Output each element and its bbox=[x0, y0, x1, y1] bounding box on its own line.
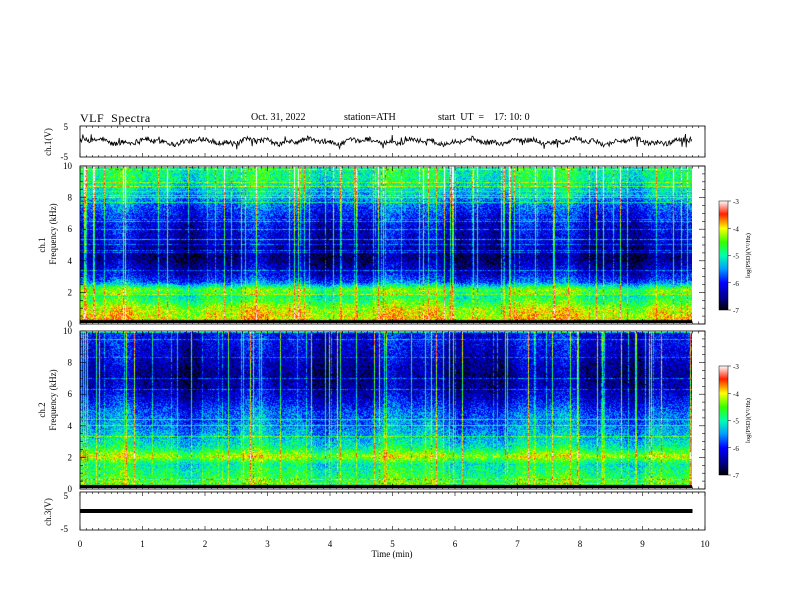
colorbar-tick-label: -5 bbox=[733, 253, 739, 261]
ch1-ytick-top: 5 bbox=[64, 122, 69, 132]
time-tick-label: 1 bbox=[140, 539, 145, 549]
ch3-waveform-panel: 5 -5 ch.3(V) bbox=[43, 491, 706, 534]
ch1-colorbar: -3 -4 -5 -6 -7 log(PSD)(V²/Hz) bbox=[718, 198, 752, 315]
ch2-frequency-ylabel: Frequency (kHz) bbox=[48, 369, 58, 430]
colorbar-tick-label: -4 bbox=[733, 225, 739, 233]
time-tick-label: 10 bbox=[701, 539, 711, 549]
time-tick-label: 5 bbox=[390, 539, 395, 549]
start-time-label: start UT = 17: 10: 0 bbox=[438, 112, 530, 123]
colorbar-tick-label: -4 bbox=[733, 390, 739, 398]
freq-tick-label: 0 bbox=[68, 319, 73, 329]
ch1-waveform-line bbox=[79, 133, 693, 151]
freq-tick-label: 4 bbox=[68, 256, 73, 266]
colorbar-tick-label: -7 bbox=[733, 307, 739, 315]
time-tick-label: 3 bbox=[265, 539, 270, 549]
colorbar-label: log(PSD)(V²/Hz) bbox=[745, 233, 752, 278]
ch1-channel-label: ch.1 bbox=[37, 237, 47, 252]
freq-tick-label: 8 bbox=[68, 193, 73, 203]
ch1-spectrogram-image bbox=[80, 167, 692, 323]
freq-tick-label: 4 bbox=[68, 421, 73, 431]
ch3-ytick-bottom: -5 bbox=[61, 524, 69, 534]
colorbar-tick-label: -3 bbox=[733, 198, 739, 206]
ch1-spectrogram-axis: 0 2 4 6 8 10 bbox=[63, 161, 706, 329]
ch2-spectrogram-panel: 0 2 4 6 8 10 ch.2 Frequency (kHz) -3 -4 -5 -6 -7 l… bbox=[37, 326, 752, 494]
colorbar-tick-label: -7 bbox=[733, 472, 739, 480]
ch1-waveform-ticks bbox=[79, 126, 706, 157]
ch2-colorbar: -3 -4 -5 -6 -7 log(PSD)(V²/Hz) bbox=[718, 363, 752, 480]
time-tick-label: 8 bbox=[578, 539, 583, 549]
station-label: station=ATH bbox=[344, 112, 396, 123]
time-tick-label: 0 bbox=[78, 539, 83, 549]
ch3-waveform-ticks bbox=[79, 492, 706, 530]
freq-tick-label: 10 bbox=[63, 326, 73, 336]
ch2-spectrogram-axis: 0 2 4 6 8 10 bbox=[63, 326, 706, 494]
colorbar-gradient bbox=[718, 200, 729, 311]
time-tick-label: 9 bbox=[640, 539, 645, 549]
figure-title: VLF Spectra bbox=[80, 111, 151, 125]
colorbar-gradient bbox=[718, 365, 729, 476]
freq-tick-label: 2 bbox=[68, 452, 73, 462]
colorbar-tick-label: -3 bbox=[733, 363, 739, 371]
date-label: Oct. 31, 2022 bbox=[251, 112, 306, 123]
ch1-waveform-panel: 5 -5 ch.1(V) bbox=[43, 122, 706, 162]
colorbar-tick-label: -6 bbox=[733, 280, 739, 288]
ch1-spectrogram-frame bbox=[79, 165, 706, 325]
time-axis: 0 1 2 3 4 5 6 7 8 9 10 bbox=[78, 539, 710, 549]
freq-tick-label: 2 bbox=[68, 287, 73, 297]
freq-tick-label: 0 bbox=[68, 484, 73, 494]
colorbar-tick-label: -5 bbox=[733, 418, 739, 426]
ch3-waveform-ylabel: ch.3(V) bbox=[43, 498, 53, 526]
freq-tick-label: 6 bbox=[68, 224, 73, 234]
freq-tick-label: 10 bbox=[63, 161, 73, 171]
colorbar-tick-label: -6 bbox=[733, 445, 739, 453]
ch3-ytick-top: 5 bbox=[64, 491, 69, 501]
time-axis-label: Time (min) bbox=[372, 549, 413, 559]
ch1-spectrogram-panel: 0 2 4 6 8 10 ch.1 Frequency (kHz) -3 -4 -5 -6 -7 l… bbox=[37, 161, 752, 329]
ch1-waveform-ylabel: ch.1(V) bbox=[43, 128, 53, 156]
time-tick-label: 6 bbox=[453, 539, 458, 549]
ch2-channel-label: ch.2 bbox=[37, 402, 47, 417]
time-tick-label: 4 bbox=[328, 539, 333, 549]
freq-tick-label: 6 bbox=[68, 389, 73, 399]
freq-tick-label: 8 bbox=[68, 358, 73, 368]
ch1-ytick-bottom: -5 bbox=[61, 152, 69, 162]
ch2-spectrogram-image bbox=[80, 332, 692, 488]
time-tick-label: 7 bbox=[515, 539, 520, 549]
ch2-spectrogram-frame bbox=[79, 330, 706, 490]
time-tick-label: 2 bbox=[203, 539, 208, 549]
colorbar-label: log(PSD)(V²/Hz) bbox=[745, 398, 752, 443]
ch1-frequency-ylabel: Frequency (kHz) bbox=[48, 203, 58, 264]
